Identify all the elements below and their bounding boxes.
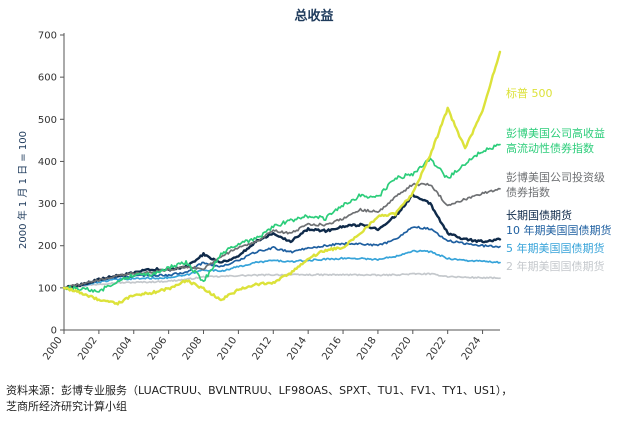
legend-label: 高流动性债券指数 bbox=[506, 141, 594, 155]
y-tick-label: 700 bbox=[38, 31, 57, 42]
x-tick-label: 2016 bbox=[320, 335, 344, 362]
x-tick-label: 2002 bbox=[76, 335, 100, 362]
series-line-7 bbox=[62, 50, 502, 306]
legend-label: 5 年期美国国债期货 bbox=[506, 241, 605, 255]
x-tick-label: 2014 bbox=[285, 335, 309, 362]
x-tick-label: 2024 bbox=[460, 335, 484, 362]
y-tick-label: 600 bbox=[38, 73, 57, 84]
x-tick-label: 2004 bbox=[111, 335, 135, 362]
x-tick-label: 2018 bbox=[355, 335, 379, 362]
y-tick-label: 0 bbox=[51, 326, 57, 337]
legend-label: 10 年期美国国债期货 bbox=[506, 223, 612, 237]
source-note: 资料来源：彭博专业服务（LUACTRUU、BVLNTRUU、LF98OAS、SP… bbox=[6, 383, 618, 415]
y-tick-label: 300 bbox=[38, 199, 57, 210]
axes: 0 100 200 300 400 500 600 700 2000 2002 2004 2006 20… bbox=[38, 31, 500, 362]
total-return-chart: 总收益 2000 年 1 月 1 日 = 100 0 100 200 300 400 50… bbox=[16, 8, 612, 362]
series-line-4 bbox=[62, 193, 502, 290]
chart-title: 总收益 bbox=[294, 8, 333, 24]
series-line-2 bbox=[63, 249, 501, 289]
legend-label: 2 年期美国国债期货 bbox=[506, 259, 605, 273]
source-line-1: 资料来源：彭博专业服务（LUACTRUU、BVLNTRUU、LF98OAS、SP… bbox=[6, 384, 513, 397]
series-layer bbox=[62, 50, 502, 306]
series-line-5 bbox=[63, 182, 501, 289]
y-tick-label: 200 bbox=[38, 241, 57, 252]
x-tick-label: 2008 bbox=[181, 335, 205, 362]
legend-label: 长期国债期货 bbox=[506, 208, 572, 222]
x-tick-label: 2022 bbox=[425, 335, 449, 362]
x-tick-label: 2000 bbox=[41, 335, 65, 362]
x-tick-label: 2006 bbox=[146, 335, 170, 362]
x-tick-label: 2012 bbox=[251, 335, 275, 362]
x-tick-label: 2020 bbox=[390, 335, 414, 362]
y-tick-label: 400 bbox=[38, 157, 57, 168]
legend-label: 彭博美国公司投资级 bbox=[506, 170, 605, 184]
legend-label: 标普 500 bbox=[506, 86, 553, 100]
y-axis-label: 2000 年 1 月 1 日 = 100 bbox=[16, 131, 29, 249]
series-line-1 bbox=[63, 272, 501, 289]
legend-label: 债券指数 bbox=[506, 185, 550, 199]
series-line-6 bbox=[63, 143, 501, 293]
y-tick-label: 500 bbox=[38, 115, 57, 126]
legend-label: 彭博美国公司高收益 bbox=[506, 126, 605, 140]
source-line-2: 芝商所经济研究计算小组 bbox=[6, 400, 127, 413]
x-tick-label: 2010 bbox=[216, 335, 240, 362]
y-tick-label: 100 bbox=[38, 283, 57, 294]
